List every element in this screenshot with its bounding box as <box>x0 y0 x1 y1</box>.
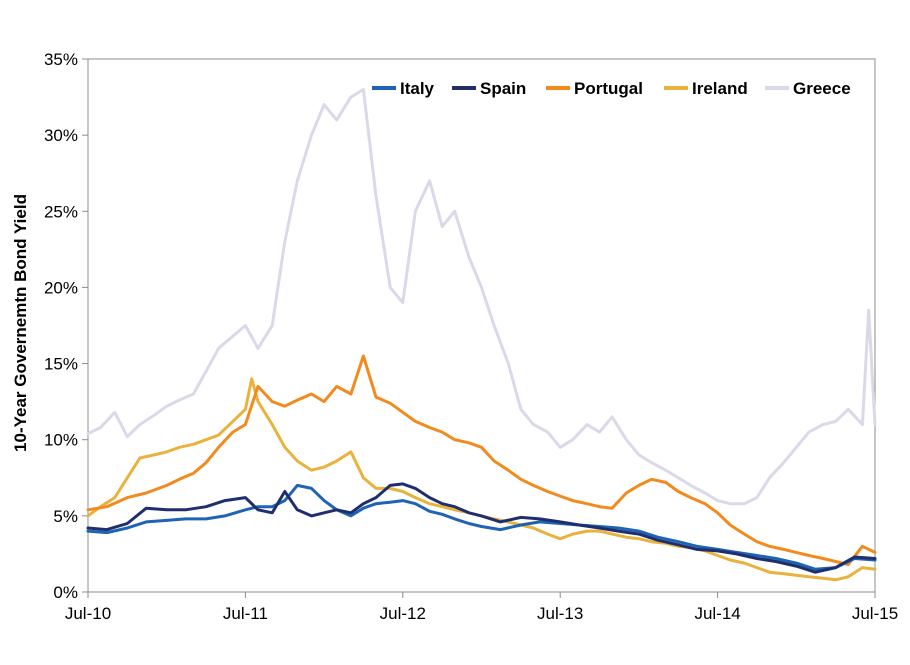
y-tick-label: 30% <box>44 126 78 145</box>
legend-label-portugal: Portugal <box>574 79 643 98</box>
series-line-spain <box>86 482 877 574</box>
y-axis: 0% 5% 10% 15% 20% 25% 30% 35% <box>44 50 88 602</box>
legend: Italy Spain Portugal Ireland Greece <box>372 79 851 98</box>
legend-label-ireland: Ireland <box>692 79 748 98</box>
y-tick-label: 25% <box>44 202 78 221</box>
legend-label-italy: Italy <box>400 79 435 98</box>
x-tick-label: Jul-11 <box>223 604 268 623</box>
series-line-portugal <box>86 354 877 567</box>
x-tick-label: Jul-12 <box>380 604 426 623</box>
y-tick-label: 20% <box>44 278 78 297</box>
series-layer <box>86 88 877 582</box>
x-tick-label: Jul-15 <box>852 604 898 623</box>
legend-label-greece: Greece <box>793 79 851 98</box>
x-tick-label: Jul-13 <box>537 604 583 623</box>
x-tick-label: Jul-14 <box>694 604 740 623</box>
y-tick-label: 0% <box>53 583 78 602</box>
legend-label-spain: Spain <box>480 79 526 98</box>
y-tick-label: 10% <box>44 431 78 450</box>
y-tick-label: 35% <box>44 50 78 69</box>
x-tick-label: Jul-10 <box>65 604 111 623</box>
y-tick-label: 15% <box>44 355 78 374</box>
plot-border <box>87 58 876 593</box>
series-line-ireland <box>86 377 877 582</box>
series-line-greece <box>86 88 877 506</box>
x-axis: Jul-10 Jul-11 Jul-12 Jul-13 Jul-14 Jul-15 <box>65 592 898 623</box>
plot-area <box>87 58 876 593</box>
y-tick-label: 5% <box>53 507 78 526</box>
y-axis-title: 10-Year Governemtn Bond Yield <box>11 194 30 452</box>
